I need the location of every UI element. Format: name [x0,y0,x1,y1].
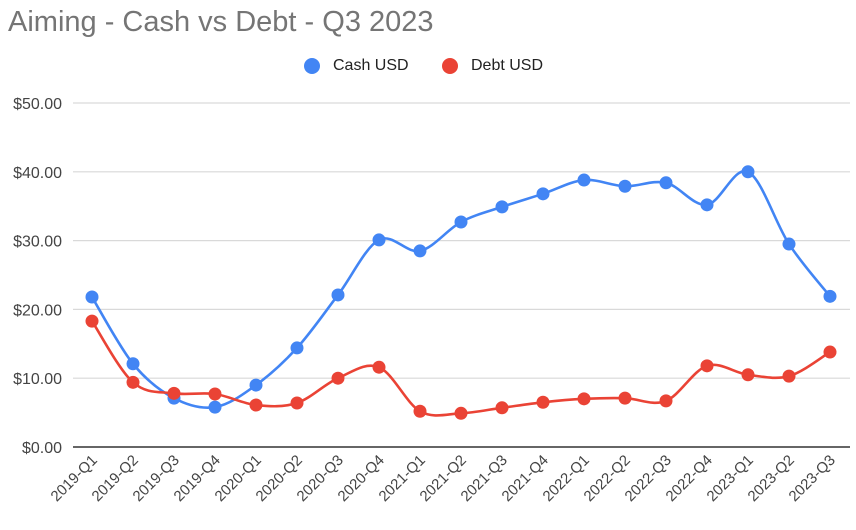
y-tick-label: $0.00 [22,440,62,457]
data-point[interactable] [413,404,427,418]
data-point[interactable] [823,345,837,359]
data-point[interactable] [372,233,386,247]
data-point[interactable] [290,341,304,355]
data-point[interactable] [700,359,714,373]
y-tick-label: $40.00 [13,165,62,182]
data-point[interactable] [413,244,427,258]
data-point[interactable] [331,371,345,385]
legend-item-debt[interactable]: Debt USD [442,57,543,75]
data-point[interactable] [782,237,796,251]
data-point[interactable] [536,187,550,201]
data-point[interactable] [249,398,263,412]
data-point[interactable] [536,395,550,409]
data-point[interactable] [823,289,837,303]
data-point[interactable] [208,387,222,401]
data-point[interactable] [85,314,99,328]
y-tick-label: $50.00 [13,96,62,113]
legend-item-cash[interactable]: Cash USD [304,57,409,75]
series-debt-usd [85,314,837,420]
data-point[interactable] [85,290,99,304]
data-point[interactable] [454,215,468,229]
legend-dot-icon [304,58,320,74]
data-point[interactable] [126,357,140,371]
data-point[interactable] [741,368,755,382]
data-point[interactable] [126,375,140,389]
data-point[interactable] [331,288,345,302]
series-line [90,169,832,409]
data-point[interactable] [741,165,755,179]
data-point[interactable] [577,392,591,406]
series-cash-usd [85,165,837,414]
data-point[interactable] [454,406,468,420]
data-point[interactable] [372,360,386,374]
data-point[interactable] [249,378,263,392]
data-point[interactable] [495,401,509,415]
y-tick-label: $30.00 [13,234,62,251]
data-point[interactable] [659,176,673,190]
legend-label: Cash USD [333,57,409,74]
legend-dot-icon [442,58,458,74]
data-point[interactable] [577,173,591,187]
data-point[interactable] [782,369,796,383]
chart-title: Aiming - Cash vs Debt - Q3 2023 [8,6,434,38]
data-point[interactable] [700,198,714,212]
data-point[interactable] [618,179,632,193]
y-tick-label: $10.00 [13,371,62,388]
data-point[interactable] [208,400,222,414]
data-point[interactable] [495,200,509,214]
data-point[interactable] [290,396,304,410]
data-point[interactable] [167,386,181,400]
data-point[interactable] [659,394,673,408]
data-point[interactable] [618,391,632,405]
legend-label: Debt USD [471,57,544,74]
series-line [90,320,831,417]
y-tick-label: $20.00 [13,302,62,319]
